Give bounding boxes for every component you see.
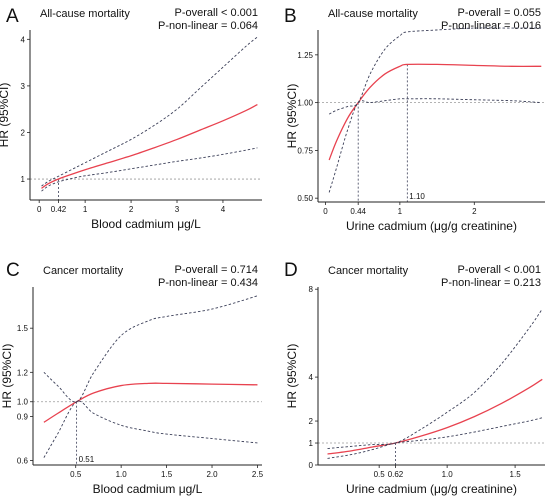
panel-a-y-tick-label-3: 4 (21, 35, 26, 44)
panel-c-x-tick-label-2: 1.5 (161, 470, 173, 479)
panel-a-y-tick-label-0: 1 (21, 175, 26, 184)
panel-a-y-axis-label: HR (95%CI) (0, 83, 11, 148)
panel-a-ci-lower-line (41, 147, 258, 192)
panel-c-x-tick-label-4: 2.5 (252, 470, 264, 479)
panel-b-p-nonlinear: P-non-linear = 0.016 (441, 20, 541, 32)
panel-a-x-tick-label-4: 3 (175, 205, 180, 214)
panel-c-x-tick-label-1: 1.0 (116, 470, 128, 479)
panel-a-ci-upper-line (41, 36, 258, 187)
panel-d-x-tick-label-1: 0.62 (388, 470, 404, 479)
panel-a-letter: A (6, 6, 19, 27)
panel-d-y-axis-label: HR (95%CI) (285, 344, 299, 409)
panel-d-p-nonlinear: P-non-linear = 0.213 (441, 277, 541, 289)
panel-a-x-tick-label-5: 4 (221, 205, 226, 214)
panel-c: C Cancer mortality P-overall = 0.714P-non-… (0, 260, 264, 496)
panel-d-ci-lower-line (327, 417, 543, 459)
panel-c-y-tick-label-3: 1.2 (17, 368, 29, 377)
panel-d-letter: D (284, 260, 298, 281)
panel-c-letter: C (6, 260, 20, 281)
panel-a-p-overall: P-overall < 0.001 (175, 7, 258, 19)
panel-d-y-tick-label-1: 1 (309, 439, 314, 448)
panel-c-ci-upper-line (43, 295, 258, 403)
panel-b-x-tick-label-2: 1 (398, 207, 403, 216)
panel-c-y-tick-label-2: 1.0 (17, 398, 29, 407)
panel-b-y-tick-label-1: 0.75 (297, 146, 313, 155)
panel-c-ci-lower-line (43, 400, 258, 458)
panel-a-x-tick-label-2: 1 (83, 205, 88, 214)
panel-d-ci-upper-line (327, 308, 543, 449)
panel-a-y-tick-label-1: 2 (21, 128, 26, 137)
panel-d-x-tick-label-2: 1.0 (442, 470, 454, 479)
panel-d-y-tick-label-0: 0 (309, 461, 314, 470)
panel-b-y-axis-label: HR (95%CI) (285, 84, 299, 149)
panel-b-y-tick-label-2: 1.00 (297, 99, 313, 108)
panel-d-x-tick-label-3: 1.5 (510, 470, 522, 479)
panel-c-marker-label-0: 0.51 (79, 455, 95, 464)
panel-b-ci-upper-line (328, 27, 542, 115)
panel-c-p-nonlinear: P-non-linear = 0.434 (158, 277, 258, 289)
panel-a-p-nonlinear: P-non-linear = 0.064 (158, 20, 258, 32)
panel-a-x-tick-label-1: 0.42 (51, 205, 67, 214)
panel-c-x-axis-label: Blood cadmium μg/L (93, 482, 203, 496)
panel-c-hr-line (43, 382, 258, 423)
panel-a-hr-line (41, 103, 258, 189)
panel-d-p-overall: P-overall < 0.001 (458, 264, 541, 276)
panel-b-ci-lower-line (328, 98, 542, 193)
panel-d-hr-line (327, 378, 543, 455)
panel-c-y-axis-label: HR (95%CI) (0, 344, 14, 409)
panel-d-y-tick-label-2: 2 (309, 417, 314, 426)
panel-c-y-tick-label-4: 1.5 (17, 324, 29, 333)
panel-b-y-tick-label-3: 1.25 (297, 51, 313, 60)
panel-a-x-tick-label-0: 0 (37, 205, 42, 214)
panel-b-p-overall: P-overall = 0.055 (458, 7, 541, 19)
panel-a-x-tick-label-3: 2 (129, 205, 134, 214)
panel-b-title: All-cause mortality (328, 8, 418, 20)
panel-b-x-tick-label-1: 0.44 (350, 207, 366, 216)
panel-c-y-tick-label-0: 0.6 (17, 457, 29, 466)
panel-d-x-axis-label: Urine cadmium (μg/g creatinine) (346, 482, 517, 496)
panel-b-hr-line (328, 63, 542, 161)
panel-d-title: Cancer mortality (328, 265, 409, 277)
panel-b-letter: B (284, 6, 297, 27)
panel-b-y-tick-label-0: 0.50 (297, 194, 313, 203)
panel-c-x-tick-label-3: 2.0 (206, 470, 218, 479)
panel-c-x-tick-label-0: 0.5 (70, 470, 82, 479)
panel-a-x-axis-label: Blood cadmium μg/L (91, 217, 201, 231)
panel-d-y-tick-label-3: 4 (309, 373, 314, 382)
panel-c-y-tick-label-1: 0.9 (17, 412, 29, 421)
panel-d-y-tick-label-4: 8 (309, 285, 314, 294)
panel-b-x-tick-label-0: 0 (323, 207, 328, 216)
panel-c-p-overall: P-overall = 0.714 (175, 264, 258, 276)
panel-b-marker-label-0: 1.10 (409, 192, 425, 201)
panel-d-x-tick-label-0: 0.5 (374, 470, 386, 479)
panel-b-x-axis-label: Urine cadmium (μg/g creatinine) (346, 219, 517, 233)
panel-c-title: Cancer mortality (43, 265, 124, 277)
panel-a-title: All-cause mortality (40, 8, 130, 20)
panel-a-y-tick-label-2: 3 (21, 82, 26, 91)
panel-b: B All-cause mortality P-overall = 0.055P-n… (284, 6, 545, 233)
panel-b-x-tick-label-3: 2 (472, 207, 477, 216)
panel-a: A All-cause mortality P-overall < 0.001P-n… (0, 6, 262, 231)
panel-d: D Cancer mortality P-overall < 0.001P-non-… (284, 260, 545, 496)
